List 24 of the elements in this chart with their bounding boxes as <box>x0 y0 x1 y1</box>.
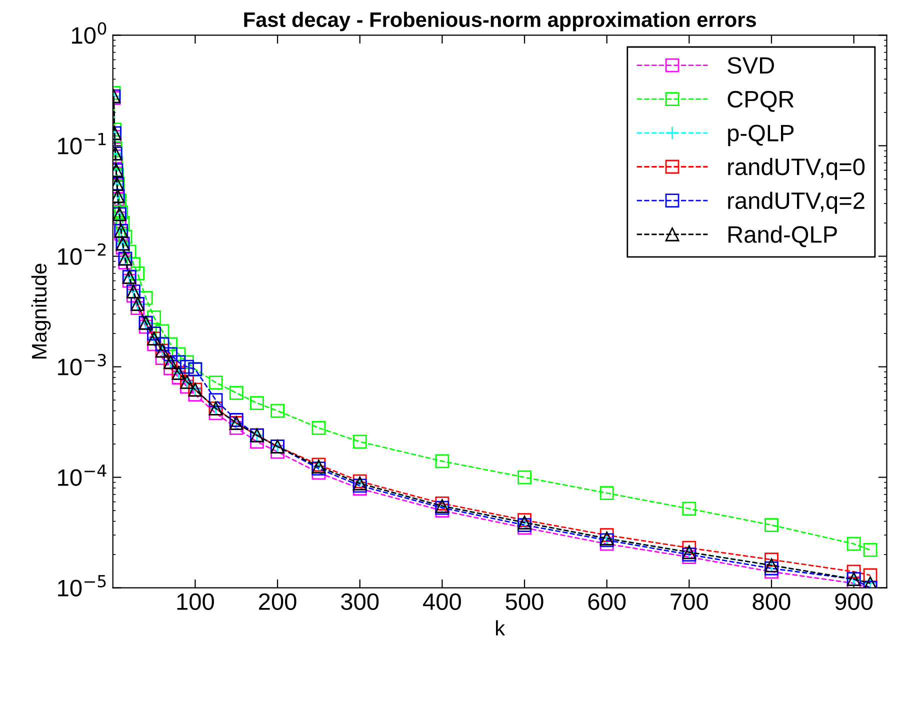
chart-title: Fast decay - Frobenious-norm approximation errors <box>244 12 756 32</box>
legend-label: randUTV,q=0 <box>728 158 865 180</box>
legend-label: p-QLP <box>728 124 794 146</box>
y-tick-label: 10$^{0}$ <box>72 22 106 44</box>
legend-label: CPQR <box>728 90 794 112</box>
legend-label: randUTV,q=2 <box>728 192 864 214</box>
legend-label: Rand-QLP <box>728 226 837 248</box>
x-tick-label: 200 <box>259 593 296 610</box>
y-tick-label: 10$^{−4}$ <box>58 464 106 486</box>
x-tick-label: 400 <box>423 593 461 610</box>
y-tick-label: 10$^{−3}$ <box>58 354 106 376</box>
y-tick-label: 10$^{−2}$ <box>58 243 106 265</box>
y-tick-label: 10$^{−1}$ <box>58 133 106 154</box>
x-axis-title: k <box>496 620 506 636</box>
x-tick-label: 700 <box>670 593 708 610</box>
x-tick-label: 100 <box>177 593 214 610</box>
x-tick-label: 300 <box>341 593 379 610</box>
x-tick-label: 600 <box>588 593 626 610</box>
legend-label: SVD <box>728 57 774 74</box>
y-axis-title: Magnitude <box>31 264 51 358</box>
y-tick-label: 10$^{−5}$ <box>58 575 106 596</box>
x-tick-label: 900 <box>835 593 873 610</box>
x-tick-label: 800 <box>752 593 790 610</box>
x-tick-label: 500 <box>506 593 544 610</box>
